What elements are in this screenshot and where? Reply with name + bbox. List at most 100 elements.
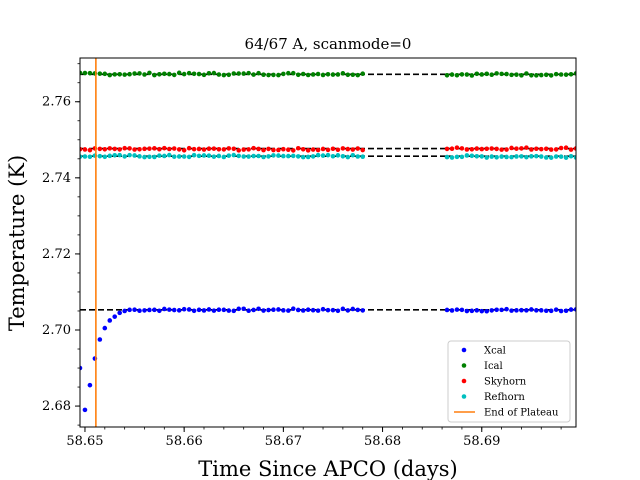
data-point-ical (201, 72, 207, 78)
axes-frame (79, 57, 577, 428)
data-point-skyhorn (474, 146, 480, 151)
data-point-skyhorn (355, 146, 361, 151)
data-point-refhorn (534, 153, 539, 159)
data-point-xcal (514, 308, 519, 313)
data-point-refhorn (286, 153, 291, 159)
data-point-refhorn (112, 152, 118, 158)
data-point-ical (519, 73, 524, 78)
data-point-xcal (474, 308, 480, 313)
data-point-refhorn (524, 154, 529, 160)
data-point-skyhorn (538, 146, 544, 152)
data-point-xcal (454, 307, 460, 312)
data-point-refhorn (216, 153, 222, 159)
data-point-ical (102, 71, 108, 77)
data-point-ical (251, 72, 256, 77)
data-point-xcal (256, 306, 261, 312)
data-point-xcal (310, 307, 316, 313)
y-tick-label: 2.70 (42, 323, 71, 338)
data-point-ical (162, 71, 167, 77)
data-point-refhorn (196, 153, 202, 159)
data-point-xcal (176, 308, 182, 313)
data-point-skyhorn (137, 147, 142, 152)
data-point-refhorn (469, 153, 475, 159)
data-point-xcal (246, 308, 251, 313)
data-point-ical (315, 71, 321, 77)
data-point-skyhorn (479, 146, 485, 152)
data-point-refhorn (514, 154, 519, 159)
data-point-xcal (459, 307, 465, 313)
data-point-xcal (102, 325, 108, 331)
data-point-ical (231, 71, 237, 76)
data-point-refhorn (97, 153, 103, 159)
data-point-skyhorn (464, 147, 470, 152)
data-point-ical (355, 72, 361, 78)
x-tick-label: 58.69 (463, 434, 500, 449)
data-point-refhorn (340, 153, 346, 159)
data-point-skyhorn (489, 146, 494, 151)
data-point-skyhorn (330, 146, 336, 152)
data-point-xcal (261, 308, 266, 313)
data-point-refhorn (300, 154, 306, 160)
data-point-xcal (137, 308, 142, 314)
data-point-skyhorn (112, 146, 118, 152)
data-point-skyhorn (246, 147, 251, 152)
data-point-skyhorn (152, 146, 157, 151)
plot-area (80, 58, 576, 427)
data-point-ical (276, 72, 281, 78)
data-point-xcal (82, 407, 88, 413)
data-point-refhorn (206, 153, 212, 158)
data-point-xcal (568, 307, 574, 312)
data-point-xcal (499, 307, 504, 313)
data-point-skyhorn (286, 147, 291, 153)
data-point-skyhorn (310, 147, 316, 152)
data-point-ical (191, 71, 197, 77)
data-point-refhorn (241, 154, 246, 159)
data-point-refhorn (573, 155, 576, 160)
data-point-ical (543, 72, 549, 78)
data-point-ical (221, 72, 227, 78)
data-point-refhorn (355, 154, 361, 159)
data-point-refhorn (504, 154, 509, 160)
data-point-xcal (494, 307, 499, 313)
data-point-ical (137, 71, 142, 76)
data-point-xcal (484, 308, 490, 314)
data-point-ical (186, 70, 192, 76)
data-point-ical (82, 70, 88, 76)
data-point-skyhorn (82, 147, 88, 152)
data-point-skyhorn (509, 145, 514, 151)
data-point-refhorn (147, 154, 152, 160)
data-point-ical (216, 72, 222, 77)
data-point-ical (241, 71, 246, 76)
data-point-xcal (266, 307, 271, 313)
data-point-skyhorn (216, 146, 222, 152)
data-point-xcal (211, 308, 217, 313)
data-point-refhorn (538, 154, 544, 159)
data-point-ical (345, 72, 351, 78)
data-point-ical (464, 72, 470, 77)
data-point-refhorn (117, 152, 122, 158)
data-point-skyhorn (191, 146, 197, 152)
data-point-refhorn (474, 153, 480, 159)
data-point-ical (340, 71, 346, 76)
data-point-refhorn (107, 153, 113, 159)
data-point-skyhorn (484, 146, 490, 152)
data-point-ical (568, 71, 574, 77)
data-point-refhorn (320, 153, 326, 158)
data-point-xcal (464, 308, 470, 314)
data-point-ical (305, 72, 311, 78)
data-point-xcal (548, 308, 554, 314)
data-point-xcal (241, 306, 246, 312)
data-point-refhorn (201, 153, 207, 158)
data-point-skyhorn (256, 146, 261, 152)
data-point-refhorn (509, 154, 514, 160)
data-point-xcal (112, 314, 118, 319)
data-point-ical (290, 70, 296, 76)
data-point-ical (449, 72, 455, 77)
data-point-ical (226, 72, 232, 78)
data-point-ical (261, 72, 266, 78)
x-tick-label: 58.65 (66, 434, 103, 449)
legend: Xcal Ical Skyhorn Refhorn End of Plateau (447, 340, 571, 423)
data-point-skyhorn (251, 145, 256, 151)
data-point-xcal (166, 307, 172, 312)
data-point-ical (524, 71, 529, 76)
